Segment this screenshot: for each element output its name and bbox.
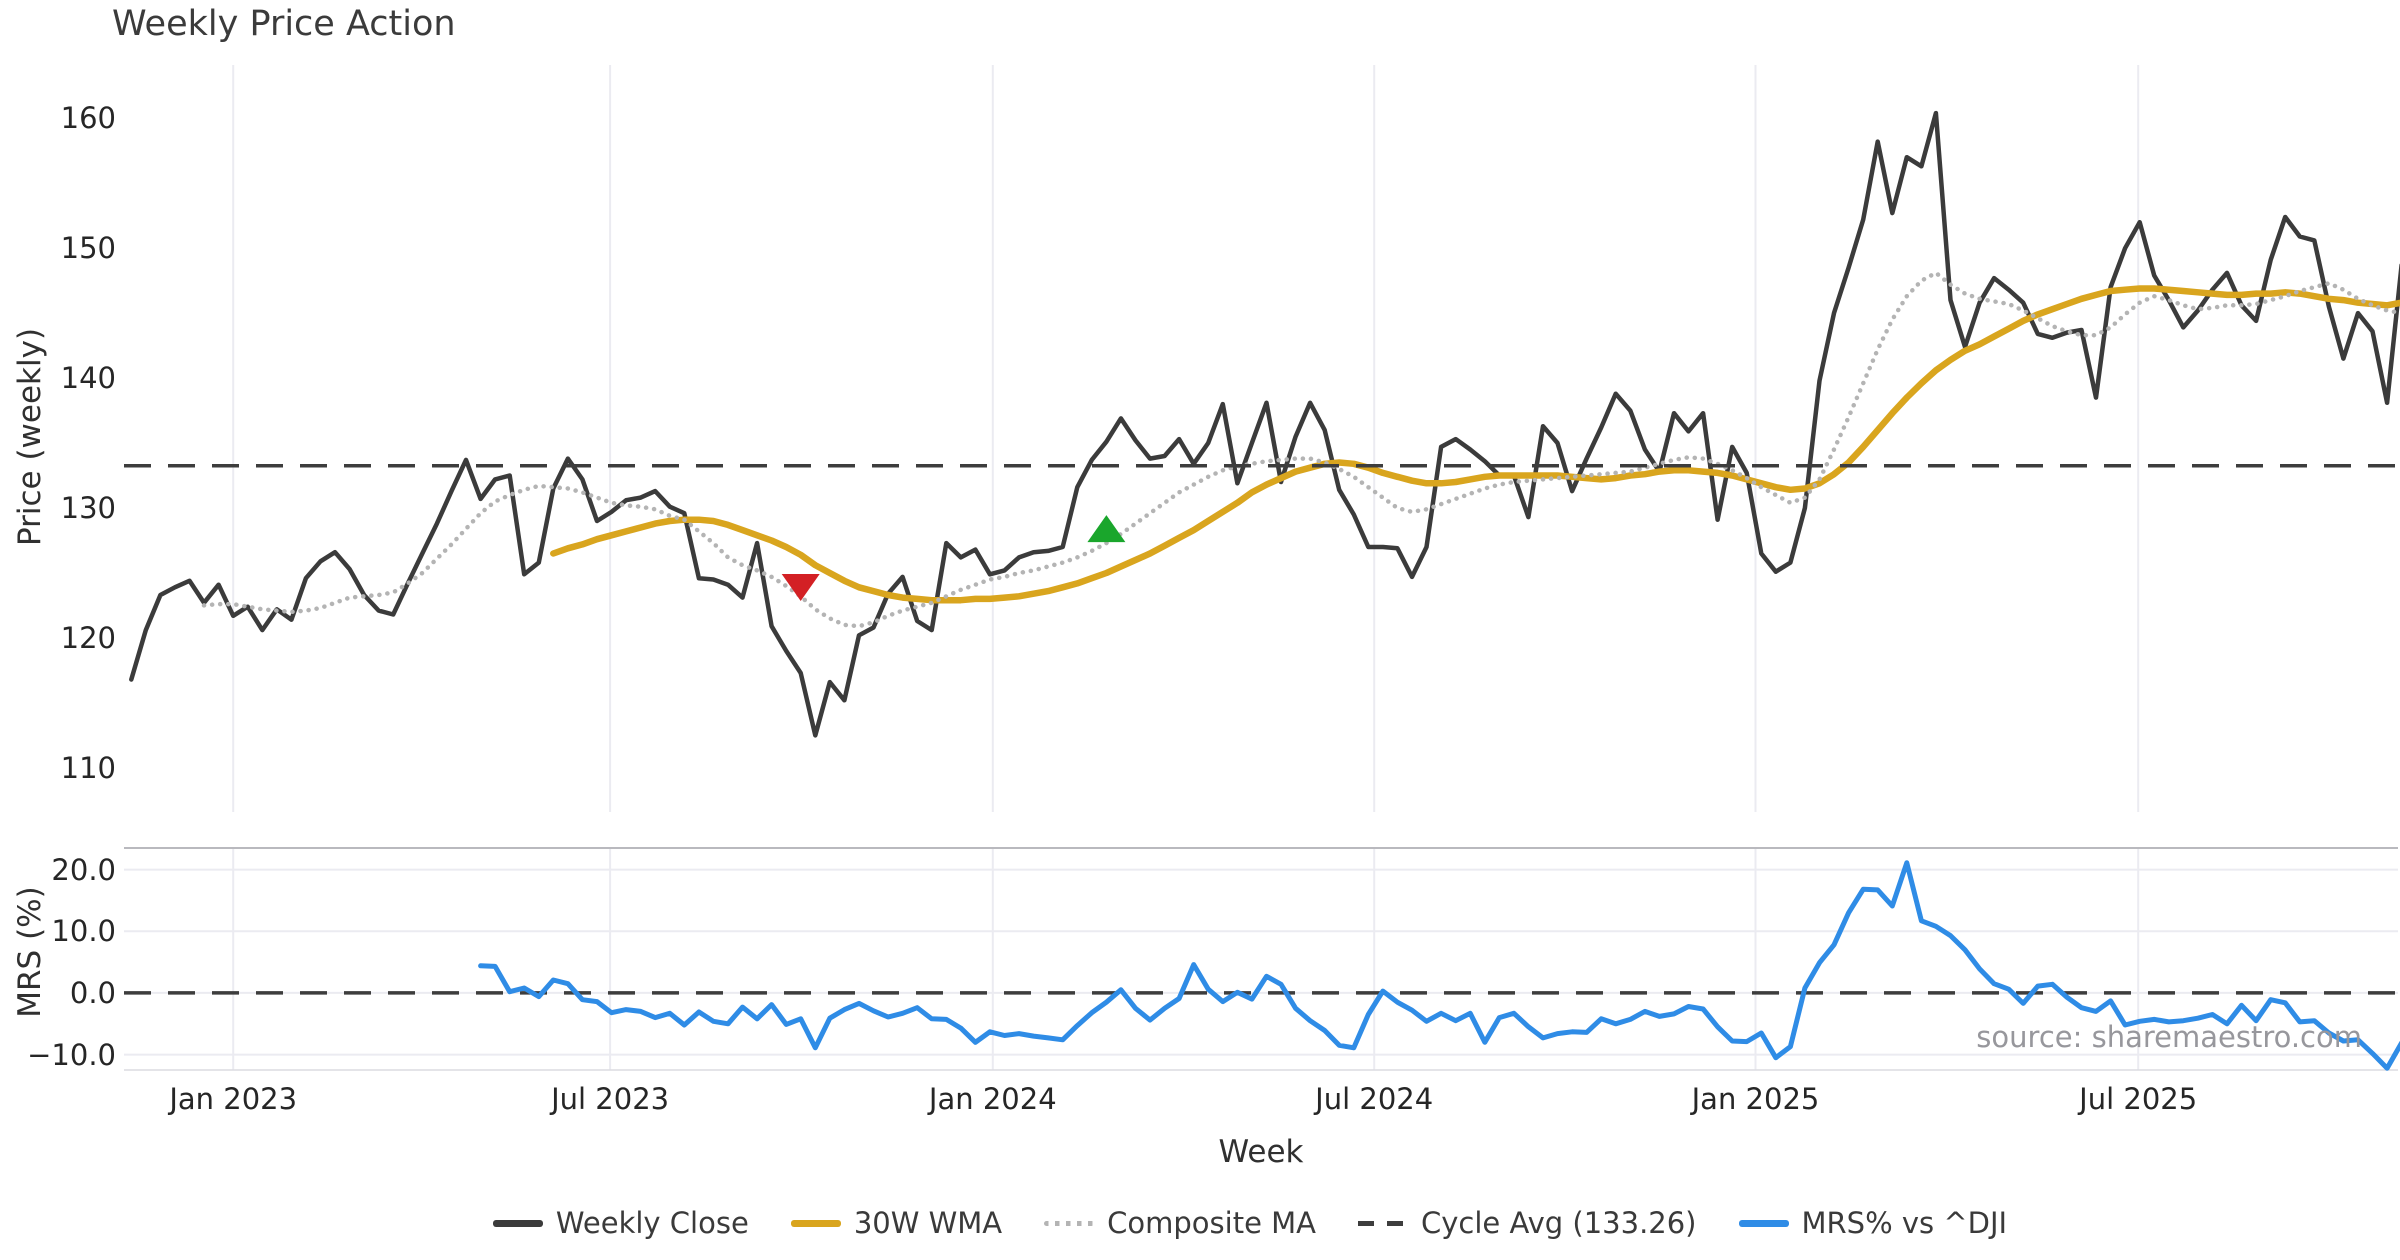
x-tick-label: Jan 2025 xyxy=(1691,1082,1820,1116)
legend-dashed-line-swatch xyxy=(1358,1220,1408,1226)
legend-item: Cycle Avg (133.26) xyxy=(1358,1206,1697,1240)
x-tick-label: Jan 2024 xyxy=(928,1082,1057,1116)
series-composite-ma xyxy=(201,270,2400,629)
legend-dotted-line-swatch xyxy=(1044,1220,1095,1226)
price-tick-label: 130 xyxy=(60,491,116,525)
x-tick-label: Jan 2023 xyxy=(169,1082,298,1116)
legend-solid-line-swatch xyxy=(492,1219,543,1227)
mrs-tick-label: 10.0 xyxy=(51,914,116,949)
x-tick-label: Jul 2023 xyxy=(551,1082,670,1116)
series-30w-wma xyxy=(550,285,2400,604)
mrs-tick-label: 0.0 xyxy=(69,975,116,1010)
sell-signal-marker xyxy=(781,574,820,601)
price-tick-label: 110 xyxy=(60,750,116,785)
legend-item: MRS% vs ^DJI xyxy=(1738,1206,2008,1240)
legend-item: Weekly Close xyxy=(492,1206,749,1240)
chart-legend: Weekly Close 30W WMA Composite MA Cycle Avg… xyxy=(100,1206,2400,1240)
x-axis-label: Week xyxy=(1218,1134,1304,1170)
price-tick-label: 160 xyxy=(60,101,116,136)
source-watermark: source: sharemaestro.com xyxy=(1976,1020,2362,1054)
buy-signal-marker xyxy=(1087,515,1126,543)
legend-label: 30W WMA xyxy=(853,1206,1003,1240)
series-mrs-vs-dji xyxy=(478,860,2400,1071)
legend-item: 30W WMA xyxy=(790,1206,1003,1240)
chart-title: Weekly Price Action xyxy=(112,4,456,44)
legend-item: Composite MA xyxy=(1044,1206,1316,1240)
price-tick-label: 150 xyxy=(60,231,116,266)
legend-solid-line-swatch xyxy=(790,1219,841,1227)
legend-label: Cycle Avg (133.26) xyxy=(1421,1206,1697,1240)
series-weekly-close xyxy=(129,110,2400,738)
x-tick-label: Jul 2024 xyxy=(1315,1082,1434,1116)
mrs-tick-label: 20.0 xyxy=(51,852,116,887)
price-tick-label: 120 xyxy=(60,620,116,655)
legend-label: Composite MA xyxy=(1107,1206,1316,1240)
price-tick-label: 140 xyxy=(60,361,116,396)
legend-solid-line-swatch xyxy=(1738,1219,1789,1227)
legend-label: MRS% vs ^DJI xyxy=(1801,1206,2008,1240)
x-tick-label: Jul 2025 xyxy=(2079,1082,2198,1116)
mrs-tick-label: −10.0 xyxy=(27,1037,116,1072)
legend-label: Weekly Close xyxy=(555,1206,749,1240)
